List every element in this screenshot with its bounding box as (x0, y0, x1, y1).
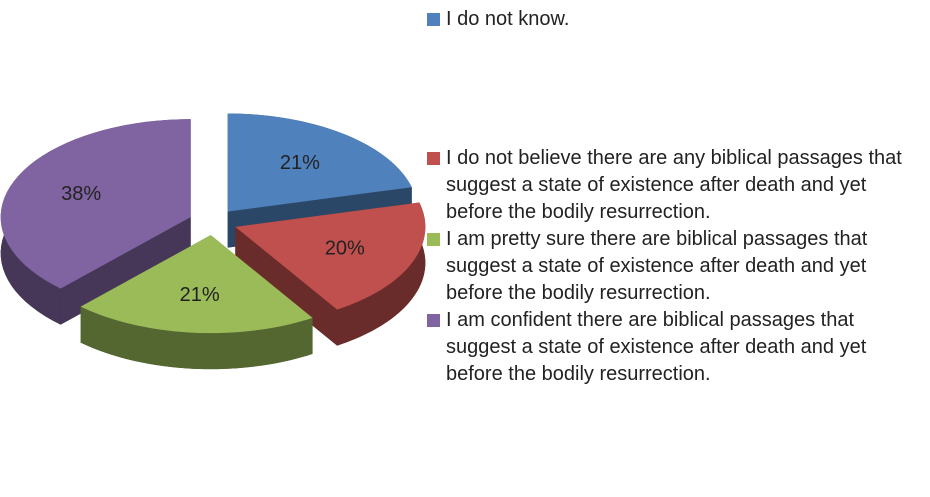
slice (80, 235, 313, 334)
slice-side (337, 202, 426, 346)
data-label: 38% (61, 183, 101, 205)
slice (0, 119, 191, 289)
slice (235, 202, 426, 310)
legend-swatch (427, 233, 440, 246)
slice (227, 113, 412, 212)
legend-label: I am confident there are biblical passag… (446, 309, 867, 385)
legend-label: I do not believe there are any biblical … (446, 147, 902, 223)
legend-item: I am confident there are biblical passag… (424, 307, 906, 388)
legend-label: I do not know. (446, 8, 570, 30)
legend-item: I do not know. (424, 6, 906, 33)
legend: I do not know. I do not believe there are… (424, 0, 914, 388)
slice-wall (235, 226, 338, 346)
legend-swatch (427, 314, 440, 327)
legend-item: I do not believe there are any biblical … (424, 145, 906, 226)
data-label: 21% (180, 284, 220, 306)
slice (235, 202, 426, 346)
legend-swatch (427, 152, 440, 165)
slice-side (80, 306, 313, 370)
slice (0, 119, 191, 325)
legend-item: I am pretty sure there are biblical pass… (424, 226, 906, 307)
chart: 21% 20% 21% 38% (0, 113, 426, 370)
slice-wall (60, 217, 191, 325)
legend-label: I am pretty sure there are biblical pass… (446, 228, 868, 304)
slice (80, 235, 313, 370)
data-label: 21% (280, 152, 320, 174)
legend-swatch (427, 13, 440, 26)
data-label: 20% (325, 238, 365, 260)
